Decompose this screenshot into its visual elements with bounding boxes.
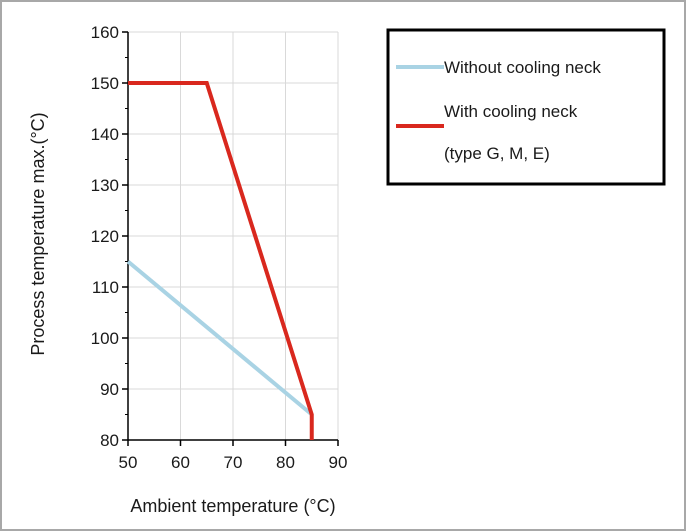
y-tick-label-100: 100 <box>91 329 119 348</box>
y-tick-label-140: 140 <box>91 125 119 144</box>
axes <box>122 31 339 446</box>
x-tick-label-70: 70 <box>224 453 243 472</box>
y-tick-label-150: 150 <box>91 74 119 93</box>
legend-label-with-cooling-neck-types: (type G, M, E) <box>444 144 550 163</box>
legend: Without cooling neck With cooling neck (… <box>386 28 666 186</box>
y-tick-label-90: 90 <box>100 380 119 399</box>
grid <box>128 31 339 440</box>
y-tick-label-160: 160 <box>91 23 119 42</box>
y-tick-label-120: 120 <box>91 227 119 246</box>
series-line-without-cooling-neck <box>126 259 314 417</box>
x-tick-label-90: 90 <box>329 453 348 472</box>
y-tick-label-80: 80 <box>100 431 119 450</box>
x-tick-label-60: 60 <box>171 453 190 472</box>
y-tick-label-110: 110 <box>92 278 119 297</box>
series-lines <box>126 81 314 440</box>
y-axis-title: Process temperature max.(°C) <box>28 112 48 355</box>
x-tick-label-80: 80 <box>276 453 295 472</box>
y-tick-label-130: 130 <box>91 176 119 195</box>
legend-box <box>386 28 666 186</box>
tick-labels: 80 90 100 110 120 130 140 150 160 50 60 70 80 90 <box>91 23 348 472</box>
x-axis-title: Ambient temperature (°C) <box>130 496 335 516</box>
x-tick-label-50: 50 <box>119 453 138 472</box>
series-line-with-cooling-neck <box>128 81 314 440</box>
legend-label-with-cooling-neck: With cooling neck <box>444 102 578 121</box>
legend-label-without-cooling-neck: Without cooling neck <box>444 58 601 77</box>
